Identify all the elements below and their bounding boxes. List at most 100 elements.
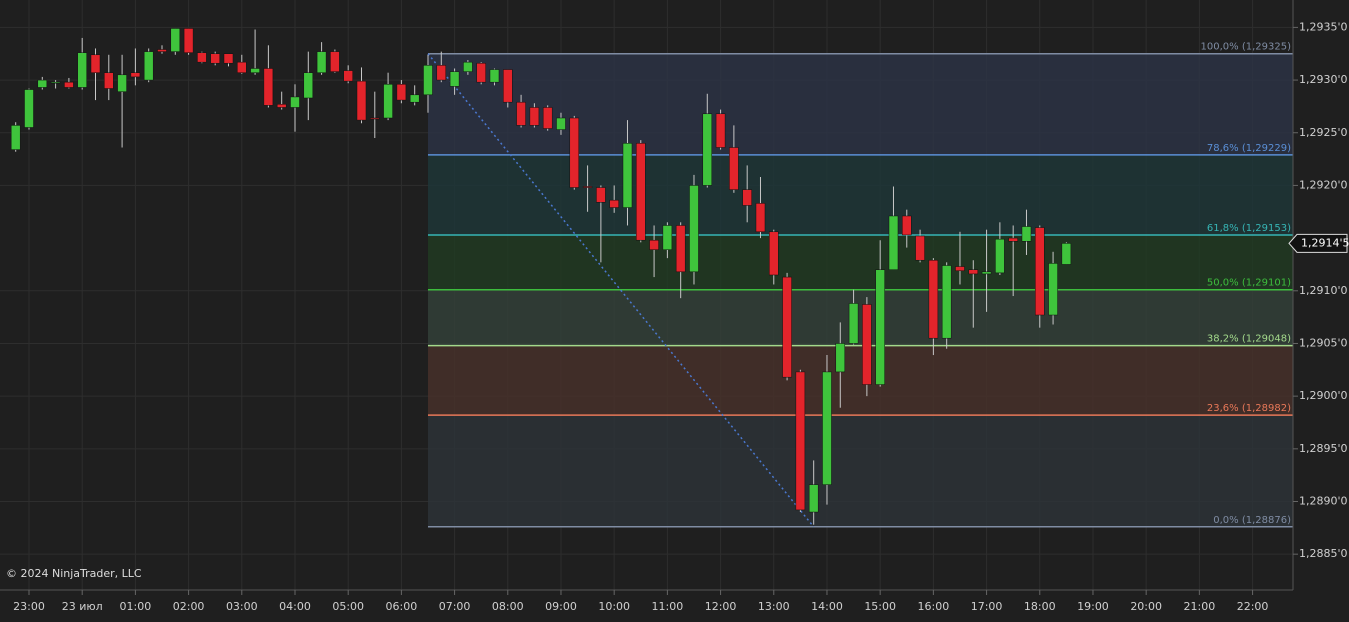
candle-body [569, 117, 580, 188]
candle-body [503, 69, 513, 103]
candle-body [582, 186, 593, 188]
fibonacci: 100,0% (1,29325) 78,6% (1,29229) 61,8% (1,… [427, 42, 1294, 528]
candle-body [1035, 227, 1045, 316]
x-tick-label: 21:00 [1184, 600, 1216, 613]
x-tick-label: 11:00 [652, 600, 684, 613]
x-tick-label: 03:00 [226, 600, 258, 613]
y-tick-label: 1,2885'0 [1299, 547, 1348, 560]
candle-body [409, 94, 420, 103]
fib-label: 61,8% (1,29153) [1207, 223, 1291, 234]
candle-body [968, 269, 979, 275]
fib-label: 50,0% (1,29101) [1207, 278, 1291, 289]
candle-body [556, 117, 566, 130]
fib-label: 78,6% (1,29229) [1207, 143, 1291, 154]
candle-body [197, 52, 207, 63]
fib-zone [427, 345, 1294, 416]
candle-body [290, 96, 300, 108]
candle-body [489, 69, 500, 83]
candle-body [104, 72, 114, 89]
x-tick-label: 05:00 [332, 600, 364, 613]
fib-label: 100,0% (1,29325) [1201, 42, 1292, 53]
candle-body [542, 107, 553, 129]
candle-body [808, 484, 819, 513]
candle-body [356, 80, 367, 121]
candle-body [77, 52, 87, 88]
candles [10, 28, 1072, 525]
candle-body [955, 266, 965, 272]
fib-zone [427, 289, 1294, 346]
x-tick-label: 22:00 [1237, 600, 1269, 613]
candle-body [117, 74, 127, 92]
candle-body [476, 62, 486, 83]
candle-body [702, 113, 713, 186]
x-tick-label: 16:00 [918, 600, 950, 613]
candle-body [981, 271, 992, 275]
candle-body [1008, 237, 1018, 242]
candle-body [875, 269, 885, 385]
candle-body [888, 215, 899, 270]
candle-body [835, 343, 846, 373]
candle-body [64, 81, 74, 88]
x-tick-label: 17:00 [971, 600, 1003, 613]
candle-body [529, 107, 540, 126]
candle-body [862, 304, 872, 385]
watermark: © 2024 NinjaTrader, LLC [6, 567, 142, 580]
candle-body [795, 371, 806, 511]
x-tick-label: 12:00 [705, 600, 737, 613]
candle-body [609, 199, 619, 208]
candle-body [210, 53, 220, 64]
candle-body [928, 259, 939, 339]
fib-label: 38,2% (1,29048) [1207, 334, 1291, 345]
candle-body [183, 28, 194, 53]
y-tick-label: 1,2920'0 [1299, 178, 1348, 191]
candle-body [143, 51, 154, 81]
candle-body [516, 101, 526, 126]
x-tick-label: 15:00 [864, 600, 896, 613]
candle-body [316, 51, 327, 73]
x-tick-label: 10:00 [598, 600, 630, 613]
fib-label: 23,6% (1,28982) [1207, 403, 1291, 414]
y-tick-label: 1,2925'0 [1299, 126, 1348, 139]
candle-body [636, 143, 646, 241]
candle-body [449, 71, 460, 87]
x-tick-label: 07:00 [439, 600, 471, 613]
candle-body [463, 61, 473, 72]
candle-body [383, 84, 393, 119]
candle-body [848, 303, 859, 344]
last-price-label: 1,2914'5 [1301, 236, 1349, 249]
candle-body [915, 235, 925, 261]
x-tick-label: 23:00 [13, 600, 45, 613]
fib-zone [427, 234, 1294, 290]
candle-body [675, 225, 686, 273]
y-tick-label: 1,2890'0 [1299, 495, 1348, 508]
candle-body [10, 125, 21, 150]
candle-body [755, 203, 766, 233]
x-tick-label: 04:00 [279, 600, 311, 613]
candle-body [50, 81, 61, 84]
candle-body [157, 49, 167, 52]
y-tick-label: 1,2895'0 [1299, 442, 1348, 455]
candle-body [1021, 226, 1032, 242]
candle-body [303, 72, 314, 99]
candle-body [742, 189, 752, 206]
candle-body [941, 265, 952, 339]
candle-body [343, 70, 353, 82]
x-tick-label: 14:00 [811, 600, 843, 613]
x-tick-label: 20:00 [1130, 600, 1162, 613]
candle-body [263, 68, 274, 106]
x-tick-label: 08:00 [492, 600, 524, 613]
x-tick-label: 18:00 [1024, 600, 1056, 613]
x-tick-label: 23 июл [62, 600, 103, 613]
x-tick-label: 01:00 [120, 600, 152, 613]
candle-body [24, 89, 34, 128]
x-tick-label: 02:00 [173, 600, 205, 613]
candle-body [237, 61, 247, 73]
candle-body [330, 51, 340, 72]
fib-trend-line [427, 53, 815, 528]
x-tick-label: 19:00 [1077, 600, 1109, 613]
candle-body [689, 185, 699, 273]
candle-body [90, 54, 101, 73]
candle-body [782, 276, 792, 378]
fib-zone [427, 154, 1294, 235]
